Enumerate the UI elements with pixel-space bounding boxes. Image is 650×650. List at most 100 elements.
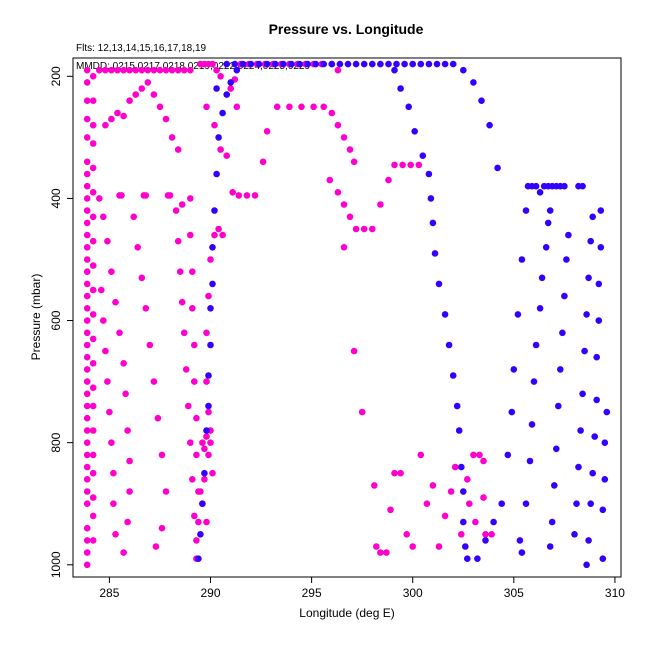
data-point [83, 182, 91, 190]
data-point [89, 384, 97, 392]
data-point [100, 213, 107, 221]
data-point [83, 414, 91, 422]
data-point [144, 79, 152, 86]
data-point [599, 555, 607, 562]
data-point [409, 543, 417, 550]
data-point [191, 341, 198, 349]
data-point [150, 378, 158, 385]
data-point [219, 109, 226, 117]
data-point [599, 506, 607, 514]
data-point [83, 305, 91, 312]
data-point [429, 219, 437, 227]
data-point [510, 366, 518, 373]
data-point [83, 488, 91, 495]
data-point [83, 115, 91, 123]
data-point [595, 280, 603, 288]
data-point [126, 457, 133, 465]
data-point [601, 476, 609, 483]
flights-annotation: Flts: 12,13,14,15,16,17,18,19 [76, 43, 207, 54]
data-point [476, 451, 483, 459]
data-point [536, 305, 544, 312]
data-point [532, 182, 540, 190]
data-point [271, 60, 279, 68]
data-point [144, 66, 152, 74]
data-point [83, 366, 91, 373]
data-point [83, 280, 91, 288]
data-point [474, 555, 481, 562]
data-point [530, 378, 538, 385]
data-point [458, 463, 465, 471]
data-point [217, 73, 224, 80]
data-point [89, 335, 97, 343]
data-point [462, 543, 469, 550]
data-point [176, 268, 184, 276]
data-point [466, 500, 473, 508]
data-point [383, 549, 390, 556]
data-point [209, 244, 216, 251]
data-point [385, 60, 392, 68]
data-point [205, 408, 212, 416]
data-point [98, 286, 105, 294]
data-point [482, 531, 489, 538]
data-point [498, 500, 506, 508]
data-point [340, 134, 348, 141]
data-point [223, 152, 230, 159]
data-point [585, 537, 592, 544]
data-point [96, 195, 103, 202]
data-point [350, 158, 358, 166]
data-point [213, 66, 220, 74]
data-point [89, 140, 97, 147]
data-point [203, 378, 210, 385]
data-point [480, 494, 487, 501]
data-point [108, 268, 115, 276]
data-point [162, 488, 170, 495]
data-point [559, 329, 566, 337]
data-point [83, 427, 91, 434]
data-point [371, 482, 378, 489]
data-point [122, 390, 129, 398]
data-point [575, 463, 582, 471]
data-point [83, 134, 91, 141]
data-point [166, 192, 174, 199]
data-point [431, 250, 439, 257]
data-point [110, 500, 117, 508]
data-point [126, 66, 133, 74]
data-point [350, 347, 358, 355]
data-point [373, 543, 380, 550]
data-point [130, 213, 137, 221]
data-point [458, 531, 465, 538]
x-tick-label: 290 [200, 586, 220, 600]
data-point [227, 85, 234, 92]
data-point [542, 244, 550, 251]
data-point [83, 195, 91, 202]
data-point [138, 66, 146, 74]
data-point [328, 109, 336, 117]
data-point [199, 500, 206, 508]
data-point [197, 531, 204, 538]
data-point [243, 192, 251, 199]
data-point [445, 341, 453, 349]
data-point [310, 103, 317, 111]
data-point [546, 207, 554, 214]
data-point [417, 60, 425, 68]
data-point [591, 433, 598, 440]
data-point [124, 427, 131, 434]
data-point [587, 237, 594, 245]
data-point [189, 476, 196, 483]
data-point [89, 512, 97, 520]
data-points [83, 60, 611, 569]
data-point [435, 543, 443, 550]
data-point [83, 378, 91, 385]
data-point [199, 439, 206, 447]
data-point [108, 115, 115, 123]
data-point [504, 451, 512, 459]
data-point [197, 488, 204, 495]
data-point [233, 103, 241, 111]
data-point [83, 329, 91, 337]
data-point [201, 469, 208, 477]
data-point [288, 60, 295, 68]
data-point [116, 329, 123, 337]
data-point [579, 390, 586, 398]
data-point [132, 91, 139, 98]
data-point [346, 146, 354, 153]
